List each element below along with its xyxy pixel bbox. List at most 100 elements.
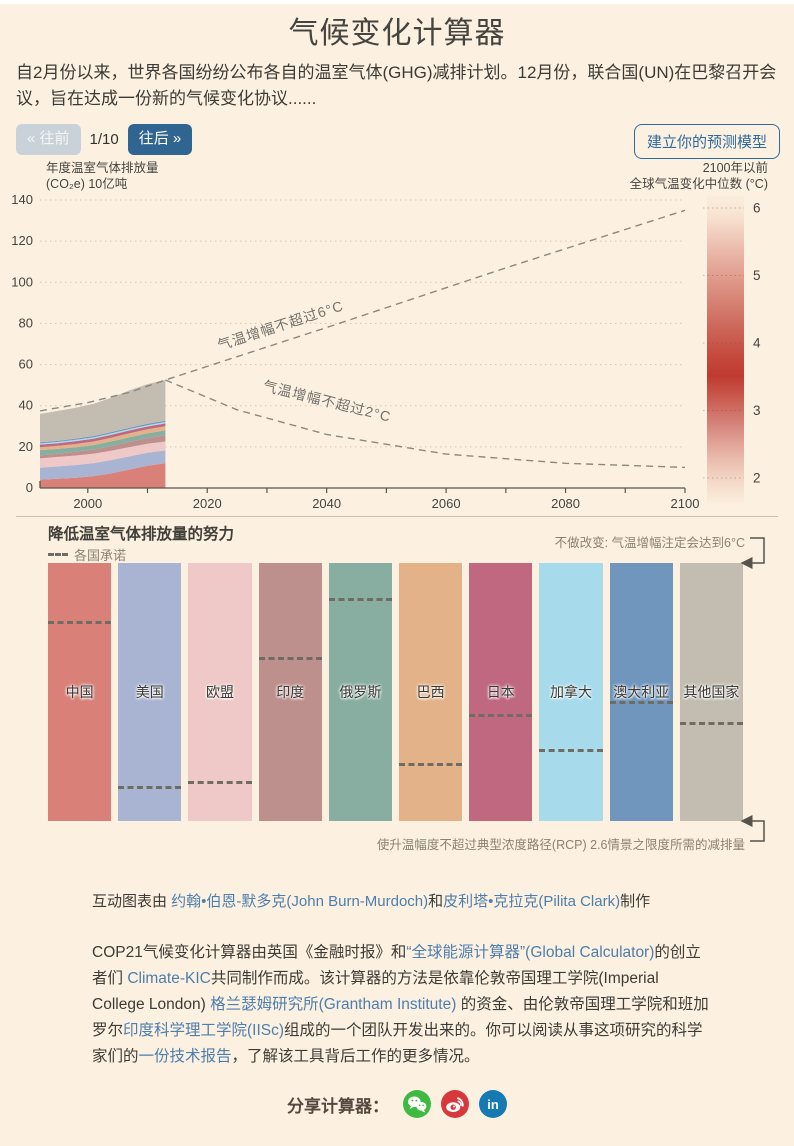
no-change-arrow [740, 537, 765, 569]
build-model-button[interactable]: 建立你的预测模型 [633, 124, 780, 159]
stack-area-日本 [40, 423, 166, 448]
country-bar-label: 其他国家 [683, 684, 740, 700]
dashed-line-swatch [48, 553, 68, 556]
country-bar-欧盟: 欧盟 [188, 563, 252, 821]
country-bar-巴西: 巴西 [399, 563, 463, 821]
svg-text:3: 3 [753, 403, 761, 418]
country-bar-美国: 美国 [118, 563, 182, 821]
temperature-colorbar [707, 195, 744, 504]
inline-link[interactable]: 皮利塔•克拉克(Pilita Clark) [443, 893, 621, 910]
text-segment: 制作 [620, 893, 651, 910]
scenario-line [39, 209, 686, 412]
linkedin-icon[interactable]: in [479, 1090, 507, 1118]
pledge-line [469, 713, 533, 717]
pledge-line [609, 701, 673, 705]
country-bar-label: 巴西 [416, 684, 445, 700]
svg-text:20: 20 [19, 439, 33, 454]
svg-text:2040: 2040 [312, 496, 341, 511]
svg-text:2080: 2080 [551, 496, 580, 511]
pledges-section: 降低温室气体排放量的努力 各国承诺 不做改变: 气温增幅注定会达到6°C 中国 美… [0, 517, 794, 869]
text-segment: 的资金、由伦敦帝国理工学院和班加罗尔 [92, 996, 709, 1039]
temperature-axis-label-line1: 2100年以前 [702, 161, 768, 175]
svg-text:2060: 2060 [432, 496, 461, 511]
pledges-legend: 各国承诺 [48, 545, 126, 564]
inline-link[interactable]: 印度科学理工学院(IISc) [123, 1022, 285, 1039]
stack-area-美国 [40, 450, 166, 480]
pledge-line [399, 762, 463, 766]
country-bar-label: 加拿大 [550, 684, 593, 700]
svg-text:0: 0 [26, 480, 33, 495]
country-bar-印度: 印度 [258, 563, 322, 821]
inline-link[interactable]: “全球能源计算器”(Global Calculator) [406, 944, 655, 961]
page-indicator: 1/10 [89, 130, 119, 148]
scenario-line-label: 气温增幅不超过6°C [215, 297, 345, 353]
svg-text:140: 140 [11, 193, 33, 207]
emissions-axis-label: 年度温室气体排放量 (CO₂e) 10亿吨 [46, 160, 159, 192]
emissions-axis-label-line1: 年度温室气体排放量 [46, 161, 159, 175]
inline-link[interactable]: 格兰瑟姆研究所(Grantham Institute) [210, 996, 457, 1013]
country-bar-加拿大: 加拿大 [539, 563, 603, 821]
country-bar-label: 美国 [135, 684, 164, 700]
country-bars: 中国 美国 欧盟 印度 俄罗斯 巴西 日本 加拿大 澳大利亚 其他国家 [48, 563, 744, 821]
pledges-heading: 降低温室气体排放量的努力 [48, 526, 235, 543]
wechat-icon[interactable] [403, 1090, 431, 1118]
text-segment: 共同制作而成。该计算器的方法是依靠伦敦帝国理工学院(Imperial Colle… [92, 970, 659, 1013]
svg-text:120: 120 [11, 233, 33, 248]
inline-link[interactable]: Climate-KIC [127, 970, 211, 987]
pledge-line [258, 657, 322, 661]
stack-area-澳大利亚 [40, 420, 166, 444]
no-change-note: 不做改变: 气温增幅注定会达到6°C [554, 536, 745, 550]
temperature-axis-label: 2100年以前 全球气温变化中位数 (°C) [630, 160, 768, 192]
pledges-legend-label: 各国承诺 [74, 548, 127, 563]
text-segment: COP21气候变化计算器由英国《金融时报》和 [92, 944, 407, 961]
next-button[interactable]: 往后 » [127, 124, 193, 155]
scenario-line-label: 气温增幅不超过2°C [261, 377, 392, 424]
country-bar-label: 俄罗斯 [339, 684, 382, 700]
pledge-line [679, 721, 744, 725]
svg-text:2: 2 [753, 471, 761, 486]
stack-area-欧盟 [40, 441, 166, 468]
svg-text:5: 5 [753, 268, 761, 283]
rcp-arrow [740, 815, 765, 842]
pledge-line [48, 621, 112, 625]
country-bar-label: 日本 [486, 684, 515, 700]
inline-link[interactable]: 一份技术报告 [138, 1048, 232, 1065]
about-paragraph: COP21气候变化计算器由英国《金融时报》和“全球能源计算器”(Global C… [92, 940, 710, 1070]
scenario-line [165, 379, 686, 469]
svg-text:2020: 2020 [193, 496, 222, 511]
credits-line: 互动图表由 约翰•伯恩-默多克(John Burn-Murdoch)和皮利塔•克… [92, 890, 742, 914]
pledge-line [539, 748, 603, 752]
svg-text:40: 40 [19, 398, 33, 413]
text-segment: ，了解该工具背后工作的更多情况。 [231, 1048, 480, 1065]
share-label: 分享计算器： [287, 1096, 389, 1116]
text-segment: 组成的一个团队开发出来的。你可以阅读从事这项研究的科学家们的 [92, 1022, 703, 1065]
page-title: 气候变化计算器 [288, 17, 506, 50]
prev-button[interactable]: « 往前 [16, 124, 81, 155]
country-bar-label: 中国 [65, 684, 94, 700]
country-bar-澳大利亚: 澳大利亚 [609, 563, 673, 821]
svg-text:80: 80 [19, 315, 33, 330]
share-icons: in [403, 1090, 507, 1118]
top-strip [0, 0, 794, 4]
svg-text:100: 100 [11, 274, 33, 289]
stack-area-俄罗斯 [40, 430, 166, 456]
temperature-axis-label-line2: 全球气温变化中位数 (°C) [629, 177, 768, 191]
text-segment: 的创立者们 [92, 944, 701, 987]
inline-link[interactable]: 约翰•伯恩-默多克(John Burn-Murdoch) [171, 893, 429, 910]
svg-text:2100: 2100 [671, 496, 700, 511]
pledge-line [118, 786, 182, 790]
pledge-line [328, 597, 393, 601]
country-bar-label: 欧盟 [206, 684, 234, 700]
country-bar-日本: 日本 [469, 563, 533, 821]
pledge-line [188, 781, 252, 784]
emissions-axis-label-line2: (CO₂e) 10亿吨 [46, 177, 128, 191]
svg-text:4: 4 [753, 336, 761, 351]
svg-text:2000: 2000 [73, 496, 102, 511]
rcp-note: 使升温幅度不超过典型浓度路径(RCP) 2.6情景之限度所需的减排量 [376, 838, 745, 852]
weibo-icon[interactable] [441, 1090, 469, 1118]
country-bar-label: 澳大利亚 [613, 684, 670, 700]
emissions-chart: 020406080100120140气温增幅不超过6°C气温增幅不超过2°C20… [11, 193, 761, 511]
section-divider [16, 516, 778, 517]
intro-text: 自2月份以来，世界各国纷纷公布各自的温室气体(GHG)减排计划。12月份，联合国… [16, 63, 777, 108]
pagination-toolbar: « 往前 1/10 往后 » [16, 124, 193, 155]
